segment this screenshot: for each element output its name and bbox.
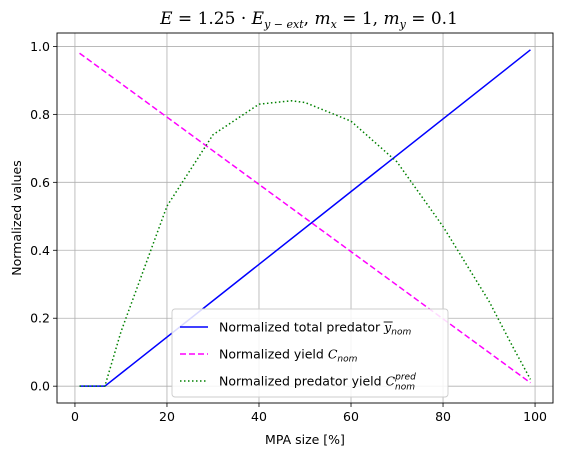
y-axis-label: Normalized values — [9, 160, 24, 276]
legend-label-predator: Normalized total predator ynom — [219, 320, 411, 338]
y-tick-label: 0.2 — [30, 311, 50, 326]
series-line-predator_yield — [79, 100, 532, 387]
y-tick-label: 0.4 — [30, 243, 50, 258]
x-tick-label: 80 — [435, 409, 451, 424]
x-tick-label: 40 — [251, 409, 267, 424]
x-tick-label: 20 — [159, 409, 175, 424]
legend: Normalized total predator ynom Normalized… — [171, 308, 449, 398]
chart-title: E = 1.25 · Ey − ext, mx = 1, my = 0.1 — [159, 9, 458, 31]
y-tick-label: 1.0 — [30, 39, 50, 54]
x-tick-label: 0 — [71, 409, 79, 424]
y-tick-label: 0.8 — [30, 107, 50, 122]
grid — [57, 33, 553, 403]
legend-label-predator_yield: Normalized predator yield Cpred nom — [219, 373, 416, 393]
series-line-yield — [79, 52, 531, 384]
legend-label-yield: Normalized yield Cnom — [219, 347, 358, 365]
x-axis-label: MPA size [%] — [265, 432, 345, 447]
x-tick-label: 100 — [523, 409, 547, 424]
plot-area-frame — [56, 32, 554, 404]
x-tick-label: 60 — [343, 409, 359, 424]
legend-box — [171, 308, 449, 398]
y-tick-label: 0.0 — [30, 379, 50, 394]
y-tick-label: 0.6 — [30, 175, 50, 190]
ticks: 0 20 40 60 80 100 0.0 0.2 0.4 0.6 0.8 1.0 — [30, 39, 547, 424]
series-lines — [79, 49, 532, 387]
